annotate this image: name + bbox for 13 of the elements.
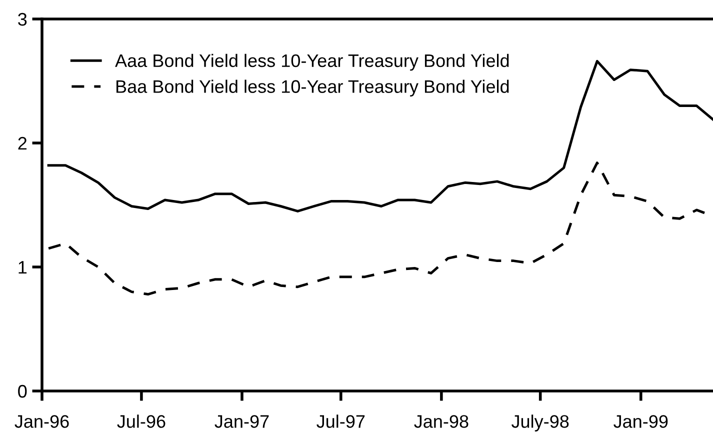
y-tick-label: 3: [18, 12, 27, 26]
y-tick-label: 1: [18, 261, 27, 274]
y-tick-label: 0: [18, 384, 27, 398]
x-tick-label: Jan-97: [214, 415, 269, 428]
x-tick-label: July-98: [512, 414, 569, 432]
x-tick-label: Jul-97: [316, 414, 365, 428]
x-tick-label: Jan-98: [414, 415, 468, 428]
x-tick-label: Jul-96: [117, 414, 166, 428]
legend-label: Baa Bond Yield less 10-Year Treasury Bond Yield: [116, 80, 509, 97]
legend-label: Aaa Bond Yield less 10-Year Treasury Bond Yield: [115, 54, 509, 71]
x-tick-label: Jan-96: [14, 415, 69, 428]
x-tick-label: Jan-99: [614, 415, 668, 428]
y-tick-label: 2: [18, 136, 27, 150]
